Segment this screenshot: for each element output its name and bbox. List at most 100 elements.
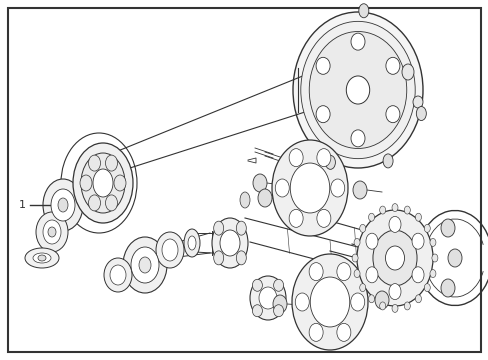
Ellipse shape [359,284,365,292]
Ellipse shape [431,254,437,262]
Ellipse shape [288,149,303,167]
Ellipse shape [429,270,435,278]
Ellipse shape [48,227,56,237]
Ellipse shape [440,219,454,237]
Ellipse shape [249,276,285,320]
Ellipse shape [356,210,432,306]
Ellipse shape [404,206,409,214]
Ellipse shape [315,106,329,123]
Ellipse shape [359,224,365,232]
Ellipse shape [139,257,151,273]
Ellipse shape [36,212,68,252]
Ellipse shape [358,4,368,18]
Ellipse shape [330,179,344,197]
Ellipse shape [388,284,400,300]
Ellipse shape [114,175,126,191]
Ellipse shape [447,249,461,267]
Ellipse shape [415,213,421,221]
Ellipse shape [183,229,200,257]
Ellipse shape [368,295,374,303]
Ellipse shape [58,198,68,212]
Ellipse shape [351,254,357,262]
Ellipse shape [382,154,392,168]
Ellipse shape [88,155,101,171]
Ellipse shape [252,305,262,317]
Ellipse shape [43,179,83,231]
Ellipse shape [104,258,132,292]
Ellipse shape [43,220,61,244]
Ellipse shape [346,76,369,104]
Ellipse shape [401,64,413,80]
Ellipse shape [388,216,400,233]
Ellipse shape [415,295,421,303]
Ellipse shape [385,246,404,270]
Ellipse shape [123,237,167,293]
Ellipse shape [350,293,364,311]
Ellipse shape [440,279,454,297]
Ellipse shape [308,323,323,341]
Ellipse shape [38,255,46,261]
Ellipse shape [295,293,308,311]
Ellipse shape [93,169,113,197]
Ellipse shape [379,206,385,214]
Ellipse shape [291,254,367,350]
Ellipse shape [424,284,429,292]
Ellipse shape [308,263,323,281]
Ellipse shape [272,295,286,313]
Ellipse shape [110,265,126,285]
Ellipse shape [105,155,117,171]
Ellipse shape [162,239,178,261]
Ellipse shape [404,302,409,310]
Ellipse shape [259,287,276,309]
Ellipse shape [300,21,414,159]
Ellipse shape [325,156,335,169]
Ellipse shape [308,32,406,149]
Ellipse shape [252,279,262,291]
Ellipse shape [187,236,196,250]
Ellipse shape [365,233,377,249]
Ellipse shape [252,174,266,192]
Ellipse shape [368,213,374,221]
Ellipse shape [385,57,399,74]
Ellipse shape [391,305,397,312]
Ellipse shape [379,302,385,310]
Ellipse shape [220,230,240,256]
Ellipse shape [88,195,101,211]
Ellipse shape [236,221,246,235]
Ellipse shape [275,179,289,197]
Ellipse shape [429,238,435,247]
Ellipse shape [273,279,283,291]
Ellipse shape [73,143,133,223]
Ellipse shape [105,195,117,211]
Ellipse shape [25,248,59,268]
Ellipse shape [213,221,223,235]
Ellipse shape [365,267,377,283]
Ellipse shape [350,130,364,147]
Ellipse shape [336,323,350,341]
Ellipse shape [156,232,183,268]
Ellipse shape [350,33,364,50]
Ellipse shape [258,189,271,207]
Ellipse shape [385,106,399,123]
Ellipse shape [51,189,75,221]
Ellipse shape [352,181,366,199]
Ellipse shape [316,149,330,167]
Ellipse shape [374,291,388,309]
Ellipse shape [411,233,423,249]
Ellipse shape [316,210,330,228]
Ellipse shape [372,230,416,286]
Ellipse shape [80,175,92,191]
Ellipse shape [240,192,249,208]
Text: 1: 1 [19,200,25,210]
Ellipse shape [81,153,125,213]
Ellipse shape [273,305,283,317]
Ellipse shape [131,247,159,283]
Ellipse shape [412,96,422,108]
Ellipse shape [424,224,429,232]
Ellipse shape [33,253,51,263]
Ellipse shape [353,270,359,278]
Ellipse shape [271,140,347,236]
Ellipse shape [415,107,426,121]
Ellipse shape [411,267,423,283]
Ellipse shape [309,277,349,327]
